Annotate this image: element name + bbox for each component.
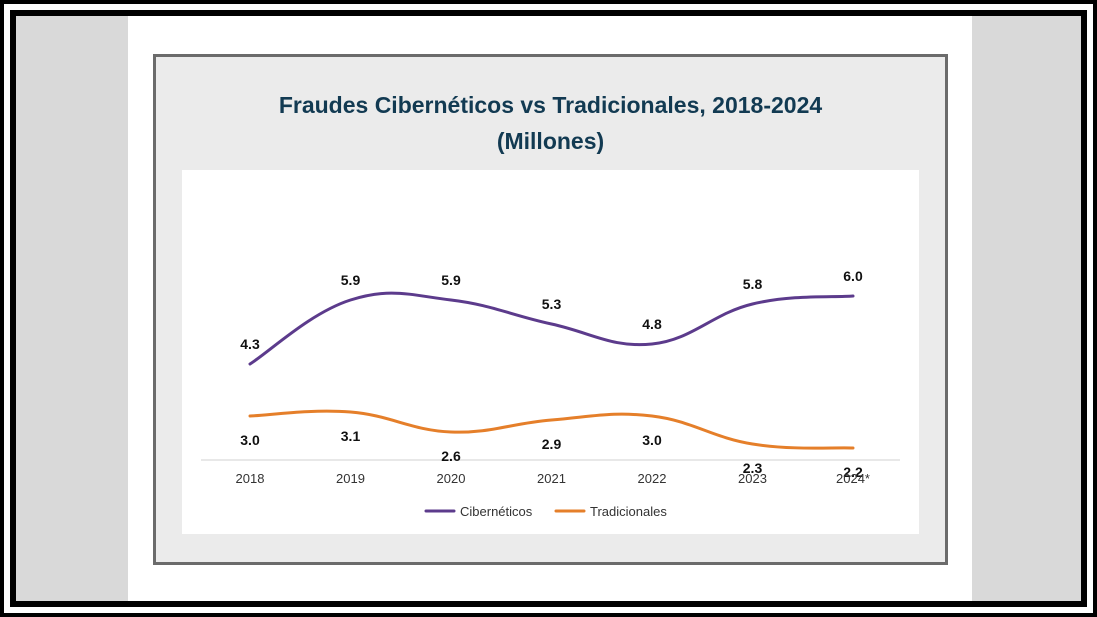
- x-tick-label-2018: 2018: [236, 471, 265, 486]
- x-tick-label-2023: 2023: [738, 471, 767, 486]
- x-tick-label-2024: 2024*: [836, 471, 870, 486]
- data-label-tradicionales-2023: 2.3: [743, 460, 763, 476]
- data-label-ciberneticos-2020: 5.9: [441, 272, 461, 288]
- data-label-ciberneticos-2023: 5.8: [743, 276, 763, 292]
- x-tick-label-2022: 2022: [638, 471, 667, 486]
- data-label-ciberneticos-2021: 5.3: [542, 296, 562, 312]
- data-label-tradicionales-2020: 2.6: [441, 448, 461, 464]
- data-label-tradicionales-2021: 2.9: [542, 436, 562, 452]
- chart-title: Fraudes Cibernéticos vs Tradicionales, 2…: [156, 87, 945, 159]
- chart-title-line-2: (Millones): [496, 128, 605, 154]
- x-tick-label-2020: 2020: [437, 471, 466, 486]
- line-chart: 4.35.9 5.95.34.85.8 6.03.0 3.12.62.9 3.02.3 2…: [182, 170, 919, 534]
- x-tick-label-2021: 2021: [537, 471, 566, 486]
- legend-label-ciberneticos: Cibernéticos: [460, 504, 533, 519]
- x-tick-label-2019: 2019: [336, 471, 365, 486]
- data-label-tradicionales-2018: 3.0: [240, 432, 260, 448]
- data-label-tradicionales-2024: 2.2: [843, 464, 863, 480]
- series-line-ciberneticos: [248, 291, 855, 366]
- data-label-tradicionales-2022: 3.0: [642, 432, 662, 448]
- data-label-ciberneticos-2022: 4.8: [642, 316, 662, 332]
- data-label-ciberneticos-2024: 6.0: [843, 268, 863, 284]
- data-label-ciberneticos-2018: 4.3: [240, 336, 260, 352]
- data-label-tradicionales-2019: 3.1: [341, 428, 361, 444]
- legend-label-tradicionales: Tradicionales: [590, 504, 667, 519]
- series-line-tradicionales: [248, 409, 855, 450]
- data-label-ciberneticos-2019: 5.9: [341, 272, 361, 288]
- plot-area-background: [182, 170, 919, 534]
- chart-title-line-1: Fraudes Cibernéticos vs Tradicionales, 2…: [278, 92, 823, 118]
